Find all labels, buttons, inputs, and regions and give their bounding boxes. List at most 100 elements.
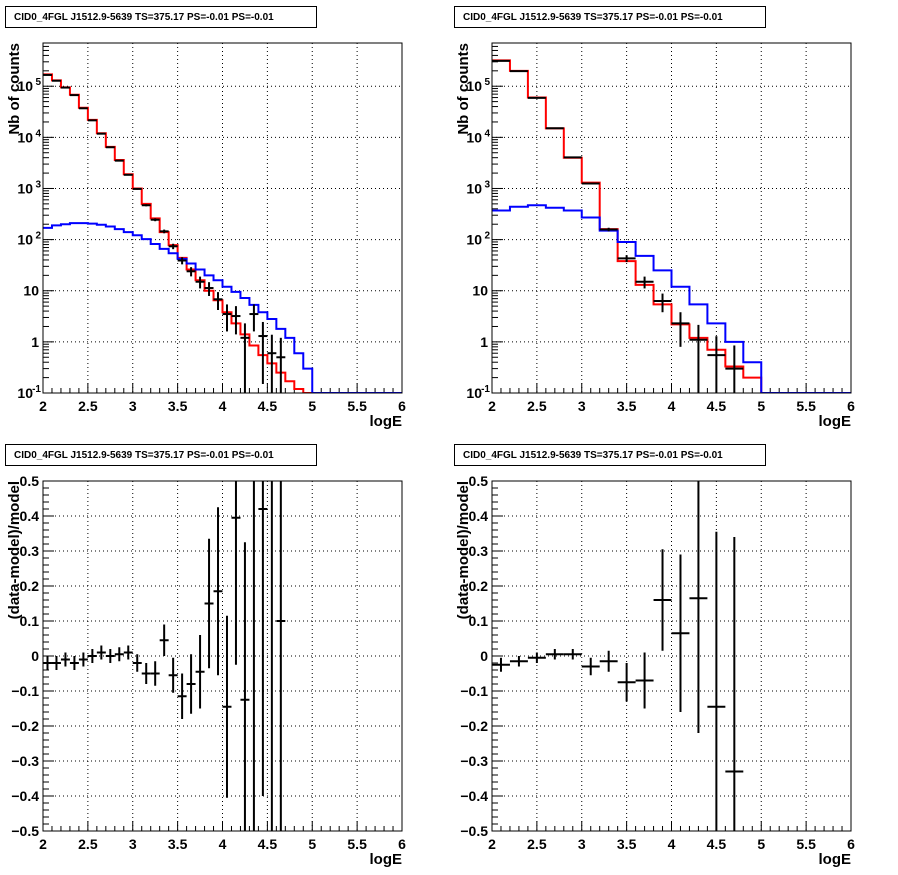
y-axis-label: Nb of counts [455, 43, 472, 135]
x-axis-label: logE [819, 851, 852, 868]
y-tick-label: −0.4 [11, 788, 39, 804]
plot-frame [491, 42, 852, 394]
plot-area [43, 73, 402, 393]
y-tick-exponent: -1 [481, 384, 490, 395]
y-tick-label: 0.4 [20, 508, 40, 524]
y-tick-label: 0 [31, 648, 39, 664]
y-tick-label: −0.4 [460, 788, 488, 804]
x-tick-label: 6 [847, 398, 855, 414]
y-tick-label: 10 [466, 385, 482, 401]
plot-frame [42, 42, 403, 394]
y-tick-label: −0.2 [11, 718, 39, 734]
x-tick-label: 3 [578, 398, 586, 414]
y-tick-label: −0.5 [460, 823, 488, 839]
y-tick-label: 10 [466, 78, 482, 94]
x-tick-label: 2 [39, 836, 47, 852]
x-tick-label: 5.5 [796, 398, 816, 414]
y-tick-label: 0.5 [469, 473, 489, 489]
x-tick-label: 6 [847, 836, 855, 852]
x-tick-label: 6 [398, 836, 406, 852]
panel-2: 2 2.5 3 3.5 4 4.5 5 5.5 6 −0.5 −0.4 −0.3 −0.2 −0.1 0 0.… [6, 473, 406, 868]
y-tick-label: 0.1 [469, 613, 489, 629]
y-tick-label: 10 [17, 129, 33, 145]
x-axis-label: logE [370, 851, 403, 868]
x-tick-label: 3 [578, 836, 586, 852]
y-tick-exponent: 4 [35, 128, 41, 139]
title-box-bottom-right: CID0_4FGL J1512.9-5639 TS=375.17 PS=-0.0… [454, 444, 766, 466]
x-tick-label: 3 [129, 398, 137, 414]
y-tick-label: 10 [466, 180, 482, 196]
y-tick-label: 0.2 [20, 578, 40, 594]
y-tick-exponent: 2 [35, 231, 41, 242]
x-tick-label: 3.5 [617, 836, 637, 852]
y-tick-label: 0.5 [20, 473, 40, 489]
plot-frame [42, 480, 403, 832]
x-tick-label: 3 [129, 836, 137, 852]
y-tick-label: −0.3 [11, 753, 39, 769]
x-tick-label: 2.5 [527, 398, 547, 414]
y-tick-label: −0.1 [11, 683, 39, 699]
y-tick-exponent: 3 [35, 179, 41, 190]
x-tick-label: 5.5 [347, 398, 367, 414]
y-tick-exponent: 5 [484, 77, 490, 88]
x-tick-label: 4.5 [258, 836, 278, 852]
title-box-top-right: CID0_4FGL J1512.9-5639 TS=375.17 PS=-0.0… [454, 6, 766, 28]
x-tick-label: 2 [488, 836, 496, 852]
y-tick-label: −0.2 [460, 718, 488, 734]
x-tick-label: 5 [308, 836, 316, 852]
y-tick-label: 0.3 [469, 543, 489, 559]
title-box-top-left: CID0_4FGL J1512.9-5639 TS=375.17 PS=-0.0… [5, 6, 317, 28]
plot-area [43, 481, 286, 831]
title-box-bottom-left: CID0_4FGL J1512.9-5639 TS=375.17 PS=-0.0… [5, 444, 317, 466]
y-tick-label: 0.2 [469, 578, 489, 594]
y-tick-label: 10 [466, 129, 482, 145]
y-tick-label: −0.3 [460, 753, 488, 769]
x-tick-label: 4 [668, 836, 676, 852]
panel-3: 2 2.5 3 3.5 4 4.5 5 5.5 6 −0.5 −0.4 −0.3 −0.2 −0.1 0 0.… [455, 473, 855, 868]
model-histogram-0 [43, 73, 402, 393]
y-tick-label: 10 [466, 232, 482, 248]
x-tick-label: 6 [398, 398, 406, 414]
x-tick-label: 3.5 [168, 398, 188, 414]
y-tick-exponent: 4 [484, 128, 490, 139]
y-tick-label: 0.4 [469, 508, 489, 524]
model-histogram-1 [492, 204, 851, 393]
x-tick-label: 5.5 [347, 836, 367, 852]
y-axis-label: (data-model)/model [6, 481, 23, 619]
y-tick-label: 0 [480, 648, 488, 664]
y-tick-label: 10 [17, 232, 33, 248]
y-tick-label: 10 [23, 283, 39, 299]
x-tick-label: 2.5 [527, 836, 547, 852]
model-histogram-1 [43, 222, 402, 393]
y-tick-label: 0.3 [20, 543, 40, 559]
y-axis-label: (data-model)/model [455, 481, 472, 619]
x-tick-label: 5 [757, 836, 765, 852]
x-tick-label: 4 [668, 398, 676, 414]
y-tick-label: 0.1 [20, 613, 40, 629]
x-tick-label: 3.5 [617, 398, 637, 414]
x-tick-label: 3.5 [168, 836, 188, 852]
x-tick-label: 4 [219, 836, 227, 852]
x-tick-label: 4.5 [258, 398, 278, 414]
x-tick-label: 2.5 [78, 398, 98, 414]
x-tick-label: 4.5 [707, 836, 727, 852]
x-tick-label: 5.5 [796, 836, 816, 852]
x-tick-label: 2 [39, 398, 47, 414]
plot-area [492, 59, 851, 393]
plot-frame [491, 480, 852, 832]
x-tick-label: 4 [219, 398, 227, 414]
y-tick-exponent: -1 [32, 384, 41, 395]
y-tick-label: 1 [480, 334, 488, 350]
plot-area [492, 481, 744, 831]
y-tick-label: 10 [17, 180, 33, 196]
y-tick-label: −0.1 [460, 683, 488, 699]
y-tick-exponent: 2 [484, 231, 490, 242]
y-tick-exponent: 3 [484, 179, 490, 190]
y-tick-label: 10 [17, 385, 33, 401]
y-tick-label: 10 [17, 78, 33, 94]
x-tick-label: 2.5 [78, 836, 98, 852]
y-axis-label: Nb of counts [6, 43, 23, 135]
